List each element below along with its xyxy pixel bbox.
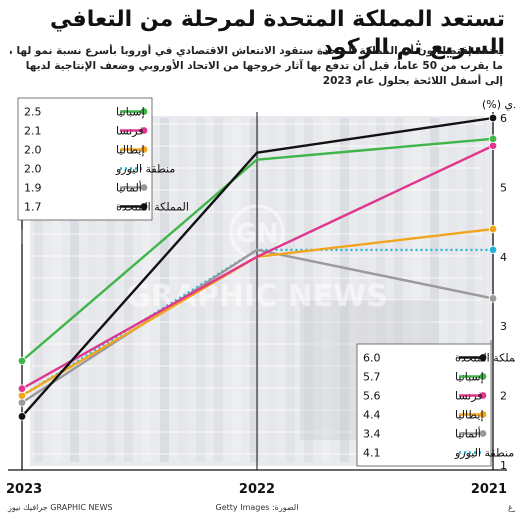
legend-value: 4.4 bbox=[363, 409, 381, 422]
y-tick-label: 4 bbox=[500, 251, 507, 264]
y-tick-label: 3 bbox=[500, 320, 507, 333]
legend-swatch-dot bbox=[140, 146, 148, 153]
legend-value: 5.7 bbox=[363, 371, 381, 384]
legend-value: 5.6 bbox=[363, 390, 381, 403]
background-stripe bbox=[178, 118, 187, 462]
legend-value: 1.7 bbox=[24, 201, 42, 214]
series-line bbox=[21, 248, 494, 404]
legend-swatch-dot bbox=[479, 373, 487, 380]
background-stripe bbox=[286, 118, 295, 462]
subtitle-line: ما يقرب من 50 عاماً، قبل أن تدفع بها آثا… bbox=[25, 60, 503, 73]
legend-value: 4.1 bbox=[363, 447, 381, 460]
legend-value: 2.5 bbox=[24, 106, 42, 119]
page-title: تستعد المملكة المتحدة لمرحلة من التعافي … bbox=[50, 7, 505, 60]
background-stripe bbox=[412, 118, 421, 462]
legend-label: ألمانيا bbox=[455, 427, 481, 441]
legend-swatch-dot bbox=[140, 184, 148, 191]
legend-box bbox=[17, 97, 153, 221]
background-stripe bbox=[52, 118, 61, 462]
background-stripe bbox=[322, 118, 331, 462]
background-stripe bbox=[358, 118, 367, 462]
footer-credit: جرافيك نيوز GRAPHIC NEWS bbox=[7, 503, 113, 512]
series-point bbox=[17, 384, 27, 393]
series-point bbox=[17, 412, 27, 421]
legend-label: فرنسا bbox=[116, 125, 144, 138]
background-stripe bbox=[34, 118, 43, 462]
y-tick-label: 5 bbox=[500, 181, 507, 194]
background-stripe bbox=[106, 118, 115, 462]
series-line bbox=[21, 116, 494, 418]
series-point bbox=[488, 134, 498, 144]
background-stripe bbox=[394, 118, 403, 462]
legend-swatch-dot bbox=[140, 203, 148, 210]
series-point bbox=[17, 398, 27, 407]
legend-label: المملكة المتحدة bbox=[455, 352, 515, 365]
y-tick-label: 1 bbox=[500, 459, 507, 472]
background-stripe bbox=[484, 118, 493, 462]
background-stripe bbox=[304, 118, 313, 462]
legend-value: 3.4 bbox=[363, 428, 381, 441]
legend-value: 2.0 bbox=[24, 144, 42, 157]
background-stripe bbox=[376, 118, 385, 462]
legend-value: 1.9 bbox=[24, 182, 42, 195]
series-point bbox=[17, 391, 27, 400]
background-stripe bbox=[88, 118, 97, 462]
y-tick-label: 2 bbox=[500, 390, 507, 403]
legend-2021: 6.0 المملكة المتحدة 5.7 إسبانيا 5.6 فرنسا 4.4 إ… bbox=[356, 343, 515, 467]
legend-label: إسبانيا bbox=[455, 371, 484, 384]
footer-photo-credit: الصورة: Getty Images bbox=[216, 503, 299, 512]
legend-box bbox=[356, 343, 492, 467]
background-stripe bbox=[466, 118, 475, 462]
background-stripe bbox=[160, 118, 169, 462]
background-stripe bbox=[142, 118, 151, 462]
legend-swatch-dot bbox=[479, 411, 487, 418]
legend-value: 6.0 bbox=[363, 352, 381, 365]
background-stripe bbox=[250, 118, 259, 462]
series-point bbox=[488, 245, 498, 255]
y-tick-label: 6 bbox=[500, 112, 507, 125]
series-point bbox=[488, 113, 498, 123]
background-stripe bbox=[268, 118, 277, 462]
legend-2023: 2.5 إسبانيا 2.1 فرنسا 2.0 إيطاليا 2.0 منطقة الي… bbox=[17, 97, 189, 221]
subtitle-line: إلى أسفل اللائحة بحلول عام 2023 bbox=[322, 75, 503, 88]
x-tick-label: 2023 bbox=[6, 482, 42, 497]
legend-label: منطقة اليورو bbox=[454, 447, 514, 460]
series-line bbox=[21, 144, 494, 390]
series-point bbox=[488, 224, 498, 234]
series-point bbox=[488, 294, 498, 303]
series-line bbox=[21, 137, 494, 362]
legend-swatch-dot bbox=[140, 127, 148, 134]
legend-label: إسبانيا bbox=[116, 106, 145, 119]
x-tick-label: 2022 bbox=[239, 482, 275, 497]
subtitle-line: يعتقد إقتصاديون أن المملكة المتحدة ستقود… bbox=[10, 45, 503, 57]
series-point bbox=[488, 141, 498, 150]
legend-label: منطقة اليورو bbox=[115, 163, 175, 176]
y-axis-label: النمو الاقتصادي (%) bbox=[482, 98, 515, 111]
background-stripe bbox=[214, 118, 223, 462]
legend-value: 2.0 bbox=[24, 163, 42, 176]
legend-swatch-dot bbox=[140, 108, 148, 115]
background-stripe bbox=[124, 118, 133, 462]
background-stripe bbox=[70, 118, 79, 462]
background-stripe bbox=[340, 118, 349, 462]
legend-swatch-dot bbox=[479, 392, 487, 399]
background-stripe bbox=[232, 118, 241, 462]
background-stripe bbox=[430, 118, 439, 462]
legend-label: المملكة المتحدة bbox=[116, 201, 189, 214]
legend-label: ألمانيا bbox=[116, 181, 142, 195]
legend-swatch-dot bbox=[479, 354, 487, 361]
legend-label: فرنسا bbox=[455, 390, 483, 403]
footer-source: المصدر: بلومبرغ bbox=[508, 503, 515, 512]
x-tick-label: 2021 bbox=[471, 482, 507, 497]
legend-label: إيطاليا bbox=[455, 409, 484, 422]
legend-value: 2.1 bbox=[24, 125, 42, 138]
legend-swatch-dot bbox=[479, 430, 487, 437]
series-point bbox=[17, 356, 27, 366]
legend-label: إيطاليا bbox=[116, 144, 145, 157]
subtitle: يعتقد إقتصاديون أن المملكة المتحدة ستقود… bbox=[10, 44, 503, 90]
